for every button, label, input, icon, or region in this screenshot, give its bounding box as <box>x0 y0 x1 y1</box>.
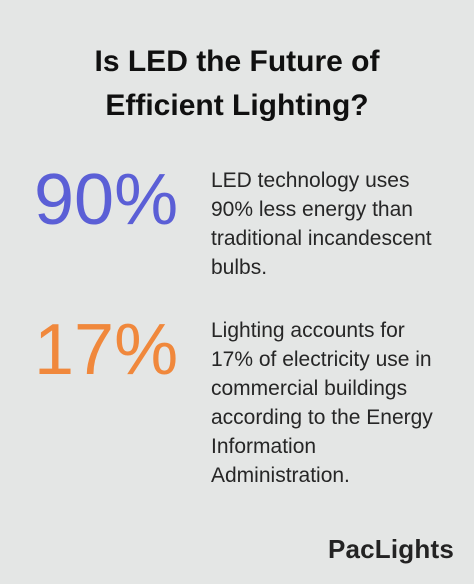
stat-value: 90% <box>34 160 179 240</box>
stat-description-line: traditional incandescent <box>211 227 432 250</box>
stat-description-line: 17% of electricity use in <box>211 348 432 371</box>
stat-description-line: 90% less energy than <box>211 198 413 221</box>
stat-description-line: bulbs. <box>211 256 268 279</box>
stat-description-line: LED technology uses <box>211 169 410 192</box>
page-title: Is LED the Future of Efficient Lighting? <box>0 40 474 128</box>
title-line-1: Is LED the Future of <box>94 45 380 78</box>
title-line-2: Efficient Lighting? <box>105 89 369 122</box>
stat-value: 17% <box>34 310 179 390</box>
stat-description-line: commercial buildings <box>211 377 408 400</box>
stat-description-line: according to the Energy <box>211 406 433 429</box>
brand-logo: PacLights <box>327 534 454 564</box>
stat-description-line: Administration. <box>211 464 350 487</box>
stat-description: LED technology uses 90% less energy than… <box>211 166 451 282</box>
stat-description-line: Lighting accounts for <box>211 319 405 342</box>
stat-description: Lighting accounts for 17% of electricity… <box>211 316 451 490</box>
stat-description-line: Information <box>211 435 317 458</box>
